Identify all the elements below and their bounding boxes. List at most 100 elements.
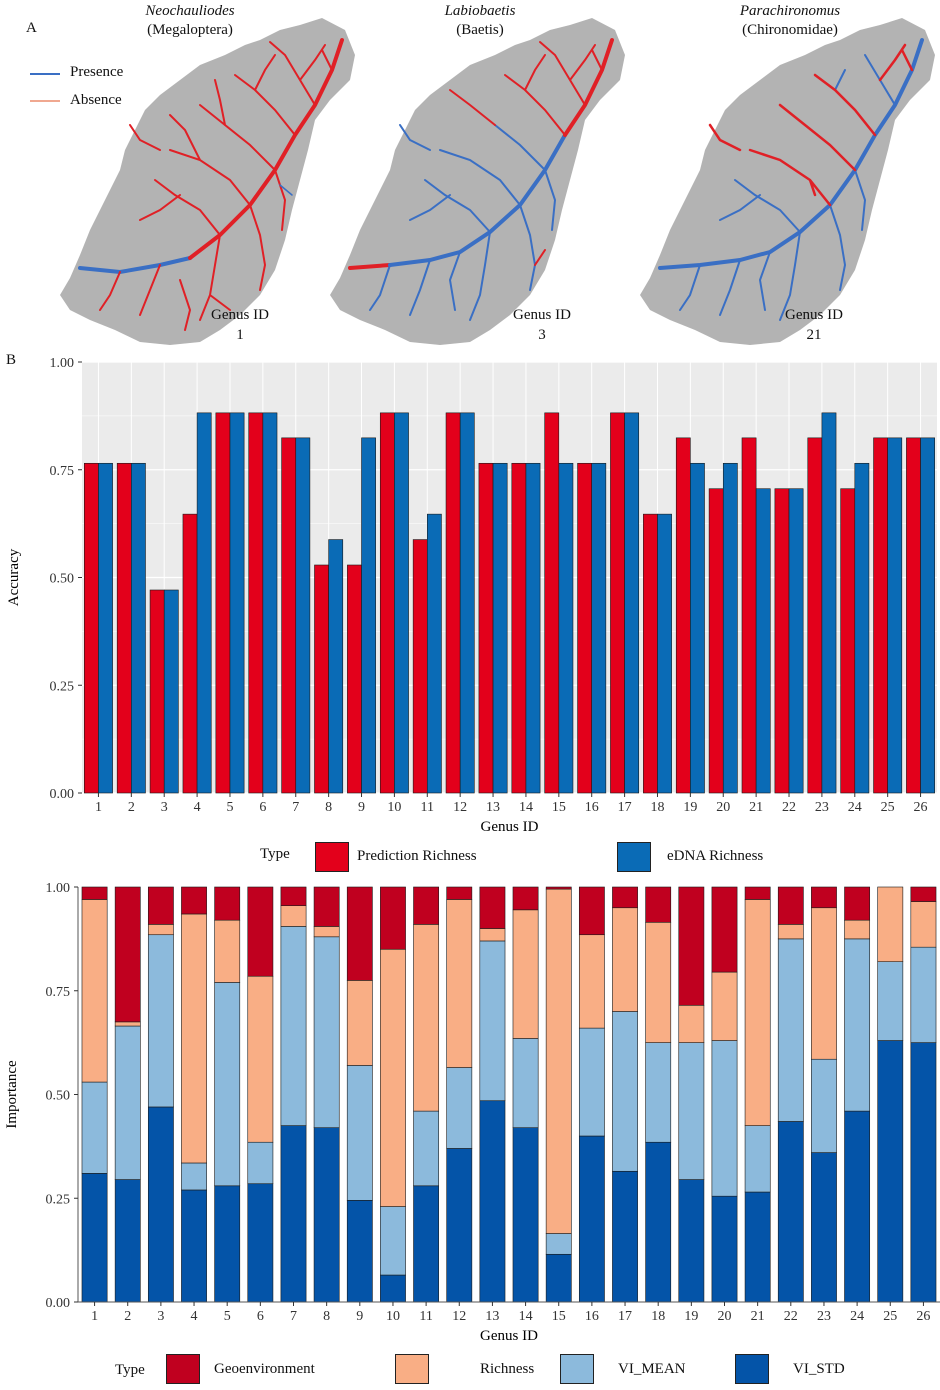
stack-vi-mean-23	[811, 1058, 837, 1153]
bar-prediction-richness-6	[248, 412, 264, 794]
bar-prediction-richness-16	[577, 462, 593, 794]
stack-vi-std-11	[413, 1185, 440, 1303]
stack-vi-std-7	[280, 1125, 307, 1303]
x-tick-label: 25	[883, 1309, 897, 1324]
x-tick-label: 13	[486, 800, 500, 815]
stack-vi-mean-19	[678, 1042, 705, 1180]
streams-2	[348, 38, 614, 321]
stack-geoenvironment-12	[446, 886, 473, 900]
x-tick-label: 15	[552, 800, 566, 815]
stack-vi-std-19	[678, 1179, 705, 1303]
stack-richness-22	[777, 924, 804, 940]
stack-richness-3	[147, 924, 174, 936]
stack-vi-mean-21	[744, 1125, 771, 1193]
stack-richness-16	[578, 934, 605, 1029]
x-tick-label: 20	[716, 800, 730, 815]
y-tick-label: 0.75	[46, 985, 71, 1000]
stack-vi-mean-25	[877, 961, 904, 1041]
x-tick-label: 5	[224, 1309, 231, 1324]
bar-edna-richness-5	[229, 412, 245, 794]
x-tick-label: 12	[452, 1309, 466, 1324]
richness-legend-label: Richness	[480, 1361, 535, 1377]
stack-vi-std-6	[247, 1183, 274, 1303]
x-tick-label: 3	[157, 1309, 164, 1324]
stack-vi-mean-24	[844, 938, 871, 1112]
bar-prediction-richness-10	[379, 412, 395, 794]
stack-richness-26	[910, 901, 937, 948]
y-tick-label: 0.25	[50, 679, 75, 694]
stack-geoenvironment-11	[413, 886, 440, 925]
tributaries-2-absence	[449, 41, 603, 266]
stack-vi-std-24	[844, 1110, 871, 1303]
x-tick-label: 18	[651, 1309, 665, 1324]
stack-vi-mean-16	[578, 1027, 605, 1137]
x-tick-label: 26	[916, 1309, 930, 1324]
x-tick-label: 7	[292, 800, 299, 815]
bar-prediction-richness-22	[774, 488, 790, 794]
stack-geoenvironment-4	[181, 886, 207, 915]
edna-richness-swatch	[617, 842, 651, 872]
stack-richness-2	[114, 1021, 141, 1027]
bar-edna-richness-2	[131, 462, 146, 794]
stack-richness-10	[380, 948, 406, 1207]
x-tick-label: 24	[850, 1309, 864, 1324]
stack-vi-mean-15	[545, 1233, 572, 1255]
stack-vi-std-15	[545, 1253, 572, 1303]
stack-geoenvironment-2	[114, 886, 141, 1023]
bar-edna-richness-14	[525, 462, 541, 794]
x-tick-label: 9	[358, 800, 365, 815]
bar-edna-richness-12	[459, 412, 475, 794]
stack-vi-std-14	[512, 1127, 539, 1303]
edna-richness-legend-label: eDNA Richness	[667, 848, 764, 864]
prediction-richness-legend-label: Prediction Richness	[357, 848, 477, 864]
x-tick-label: 10	[386, 1309, 400, 1324]
stack-vi-mean-6	[247, 1141, 274, 1185]
x-tick-label: 4	[191, 1309, 198, 1324]
y-tick-label: 0.75	[50, 464, 75, 479]
presence-legend-line	[30, 73, 60, 75]
x-tick-label: 12	[453, 800, 467, 815]
stack-geoenvironment-21	[744, 886, 771, 900]
bar-prediction-richness-4	[182, 513, 198, 794]
stack-geoenvironment-6	[247, 886, 274, 977]
stack-geoenvironment-14	[512, 886, 539, 911]
x-tick-label: 10	[387, 800, 401, 815]
stack-richness-15	[545, 888, 572, 1234]
bar-edna-richness-18	[657, 513, 672, 794]
stack-vi-mean-1	[81, 1081, 108, 1174]
stack-richness-7	[280, 905, 307, 927]
stack-richness-21	[744, 899, 771, 1126]
x-tick-label: 3	[161, 800, 168, 815]
absence-legend-label: Absence	[70, 92, 122, 108]
tributaries-1	[99, 41, 333, 331]
bar-prediction-richness-24	[840, 488, 856, 794]
stack-vi-mean-20	[711, 1040, 738, 1197]
main-stream-2-absence-upper	[563, 38, 614, 137]
map-1-genus-id-value: 1	[236, 327, 244, 343]
accuracy-legend-title: Type	[260, 846, 290, 862]
stack-geoenvironment-17	[612, 886, 638, 909]
tributaries-1-presence	[279, 184, 293, 196]
stack-geoenvironment-8	[313, 886, 340, 927]
stack-vi-mean-2	[114, 1025, 141, 1180]
x-tick-label: 5	[226, 800, 233, 815]
x-tick-label: 24	[848, 800, 862, 815]
stack-geoenvironment-20	[711, 886, 738, 973]
bar-prediction-richness-20	[708, 488, 724, 794]
stack-geoenvironment-5	[214, 886, 241, 921]
stack-vi-mean-11	[413, 1110, 440, 1187]
stack-vi-mean-17	[612, 1011, 638, 1172]
stack-richness-25	[877, 886, 904, 962]
x-tick-label: 19	[684, 1309, 698, 1324]
stack-vi-std-23	[811, 1152, 837, 1303]
x-tick-label: 23	[815, 800, 829, 815]
x-tick-label: 8	[323, 1309, 330, 1324]
bar-edna-richness-1	[98, 462, 113, 794]
basin-maps	[60, 18, 935, 345]
bar-prediction-richness-5	[215, 412, 231, 794]
stack-richness-4	[181, 913, 207, 1164]
bar-prediction-richness-9	[347, 564, 362, 794]
stack-richness-20	[711, 971, 738, 1041]
x-tick-label: 18	[650, 800, 664, 815]
x-tick-label: 15	[552, 1309, 566, 1324]
